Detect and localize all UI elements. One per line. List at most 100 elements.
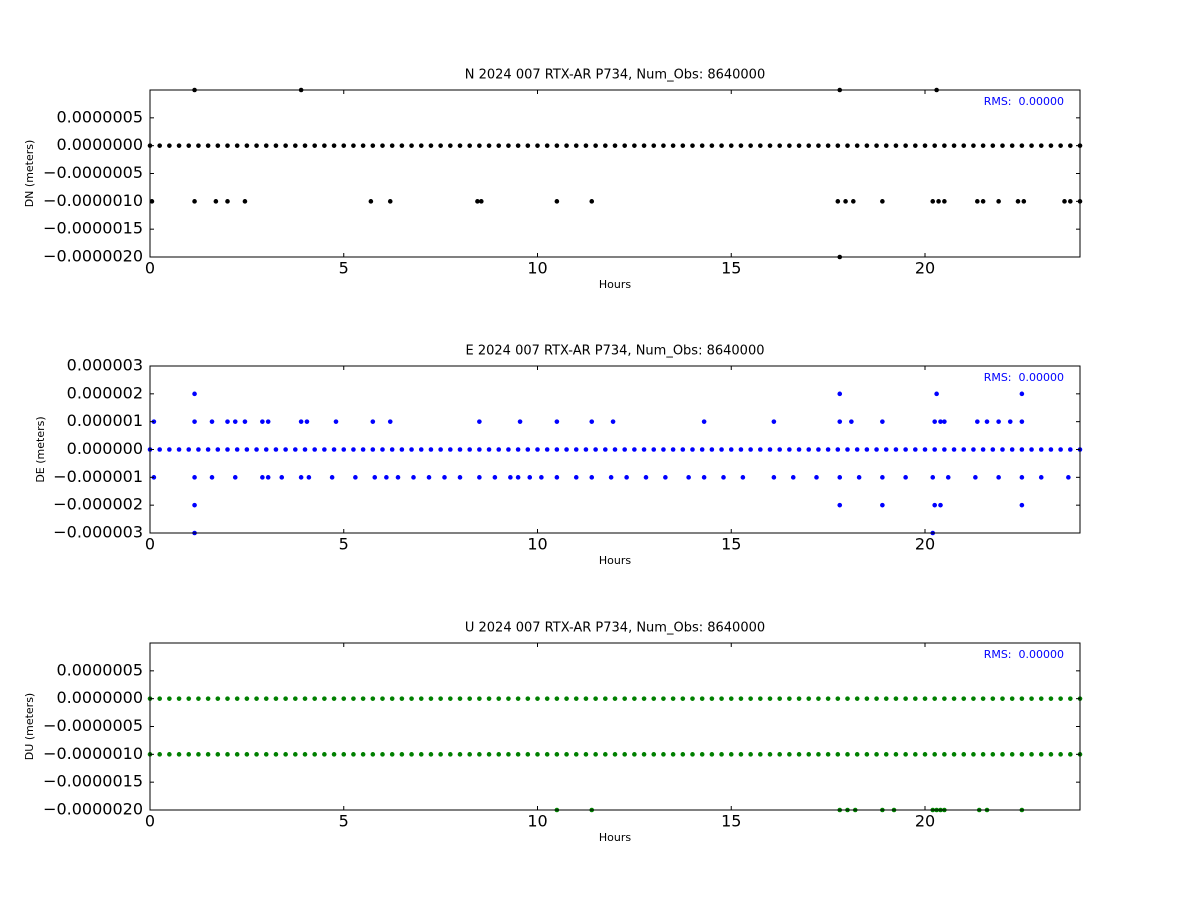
data-point (486, 696, 492, 701)
data-point (254, 143, 259, 148)
data-point (593, 696, 598, 701)
data-point (1007, 419, 1013, 424)
data-point (1048, 752, 1054, 757)
data-point (845, 447, 850, 452)
data-point (854, 447, 860, 452)
data-point (438, 143, 443, 148)
data-point (903, 475, 908, 480)
data-point (843, 199, 848, 204)
data-point (234, 143, 240, 148)
data-point (477, 696, 482, 701)
data-point (254, 752, 259, 757)
data-point (845, 143, 850, 148)
data-point (1029, 696, 1034, 701)
data-point (980, 199, 986, 204)
data-point (874, 143, 879, 148)
data-point (790, 475, 796, 480)
data-point (709, 752, 715, 757)
data-point (157, 752, 162, 757)
data-point (883, 752, 889, 757)
data-point (728, 696, 734, 701)
data-point (612, 143, 618, 148)
data-point (971, 447, 976, 452)
data-point (922, 696, 928, 701)
y-tick-label: 0.0000005 (56, 660, 143, 679)
data-point (554, 752, 560, 757)
data-point (806, 143, 812, 148)
x-tick-label: 10 (527, 535, 547, 554)
data-point (215, 143, 221, 148)
data-point (942, 447, 947, 452)
data-point (758, 447, 763, 452)
x-tick-label: 20 (915, 259, 935, 278)
data-point (525, 143, 531, 148)
data-point (302, 447, 308, 452)
data-point (984, 419, 990, 424)
data-point (771, 475, 777, 480)
data-point (1029, 143, 1034, 148)
data-point (293, 447, 298, 452)
annotation: RMS: 0.00000 (984, 95, 1064, 108)
data-point (167, 752, 172, 757)
data-point (767, 696, 773, 701)
data-point (651, 447, 657, 452)
data-point (370, 447, 376, 452)
data-point (467, 696, 472, 701)
data-point (263, 696, 269, 701)
data-point (961, 696, 967, 701)
data-point (856, 475, 862, 480)
data-point (293, 143, 298, 148)
data-point (930, 199, 936, 204)
data-point (690, 696, 695, 701)
data-point (719, 447, 724, 452)
data-point (331, 696, 337, 701)
data-point (554, 419, 560, 424)
data-point (298, 475, 304, 480)
data-point (535, 752, 540, 757)
data-point (740, 475, 746, 480)
data-point (796, 696, 802, 701)
data-point (1066, 475, 1071, 480)
data-point (883, 447, 889, 452)
data-point (360, 696, 366, 701)
data-point (192, 391, 197, 397)
data-point (748, 752, 753, 757)
data-point (554, 199, 560, 204)
data-point (942, 419, 947, 424)
data-point (825, 143, 831, 148)
data-point (372, 475, 378, 480)
data-point (719, 752, 724, 757)
data-point (283, 696, 288, 701)
x-tick-label: 0 (145, 812, 155, 831)
data-point (854, 696, 860, 701)
data-point (1068, 447, 1073, 452)
data-point (593, 752, 598, 757)
data-point (934, 391, 939, 397)
data-point (573, 475, 579, 480)
data-point (777, 696, 782, 701)
data-point (835, 447, 841, 452)
data-point (632, 143, 637, 148)
data-point (225, 143, 230, 148)
data-point (205, 143, 211, 148)
data-point (951, 447, 957, 452)
data-point (880, 475, 885, 480)
data-point (448, 696, 453, 701)
data-point (932, 696, 937, 701)
y-tick-label: −0.000001 (53, 467, 143, 486)
data-point (442, 475, 447, 480)
y-tick-label: −0.0000015 (43, 219, 143, 238)
data-point (961, 447, 967, 452)
data-point (942, 199, 947, 204)
data-point (525, 696, 531, 701)
data-point (1038, 143, 1044, 148)
data-point (573, 752, 579, 757)
data-point (486, 752, 492, 757)
data-point (874, 447, 879, 452)
data-point (670, 143, 676, 148)
y-tick-label: 0.000002 (67, 383, 143, 402)
data-point (880, 199, 885, 204)
data-point (825, 447, 831, 452)
y-tick-label: 0.000000 (67, 439, 143, 458)
data-point (283, 752, 288, 757)
